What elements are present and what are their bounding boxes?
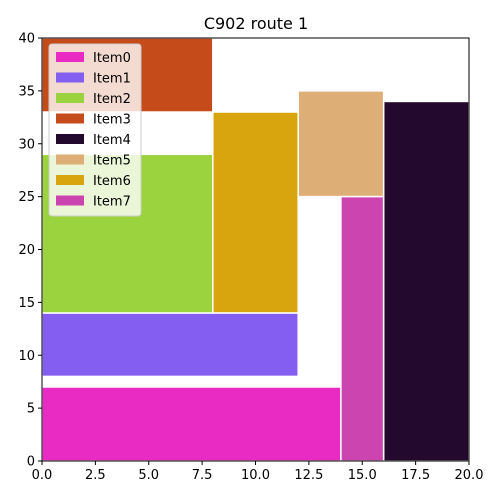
bar-item4 <box>382 100 470 462</box>
y-tick-label: 5 <box>27 402 35 417</box>
y-tick-label: 15 <box>18 296 35 311</box>
legend-box <box>48 43 142 217</box>
y-tick-label: 20 <box>18 243 35 258</box>
y-tick-label: 25 <box>18 190 35 205</box>
x-tick-label: 15.0 <box>348 468 377 483</box>
legend-swatch <box>56 113 84 124</box>
x-tick-label: 10.0 <box>241 468 270 483</box>
bar-item0 <box>41 386 342 462</box>
legend: Item0 Item1 Item2 Item3 Item4 Item5 Item6 Item7 <box>48 43 142 217</box>
y-tick-label: 35 <box>18 84 35 99</box>
legend-swatch <box>56 134 84 144</box>
legend-label: Item6 <box>93 174 131 189</box>
legend-label: Item7 <box>93 195 131 210</box>
legend-label: Item3 <box>93 113 131 128</box>
bar-item5 <box>297 90 385 198</box>
x-tick-label: 0.0 <box>32 468 53 483</box>
legend-swatch <box>56 72 84 83</box>
bar-item7 <box>340 195 385 462</box>
bar-item1 <box>41 312 299 378</box>
x-tick-label: 20.0 <box>455 468 484 483</box>
y-tick-label: 40 <box>18 32 35 47</box>
y-tick-label: 30 <box>18 137 35 152</box>
chart-title: C902 route 1 <box>204 14 308 33</box>
legend-swatch <box>56 52 84 62</box>
legend-swatch <box>56 175 84 185</box>
x-tick-label: 12.5 <box>294 468 323 483</box>
legend-swatch <box>56 154 84 165</box>
legend-label: Item0 <box>93 51 131 66</box>
x-tick-label: 17.5 <box>401 468 430 483</box>
y-tick-label: 0 <box>27 455 35 470</box>
bar-item6 <box>212 111 299 314</box>
legend-label: Item2 <box>93 92 131 107</box>
x-tick-label: 2.5 <box>85 468 106 483</box>
x-tick-label: 7.5 <box>192 468 213 483</box>
x-tick-label: 5.0 <box>138 468 159 483</box>
legend-label: Item1 <box>93 72 131 87</box>
legend-label: Item4 <box>93 133 131 148</box>
legend-label: Item5 <box>93 154 131 169</box>
legend-swatch <box>56 93 84 103</box>
y-tick-label: 10 <box>18 349 35 364</box>
legend-swatch <box>56 195 84 206</box>
